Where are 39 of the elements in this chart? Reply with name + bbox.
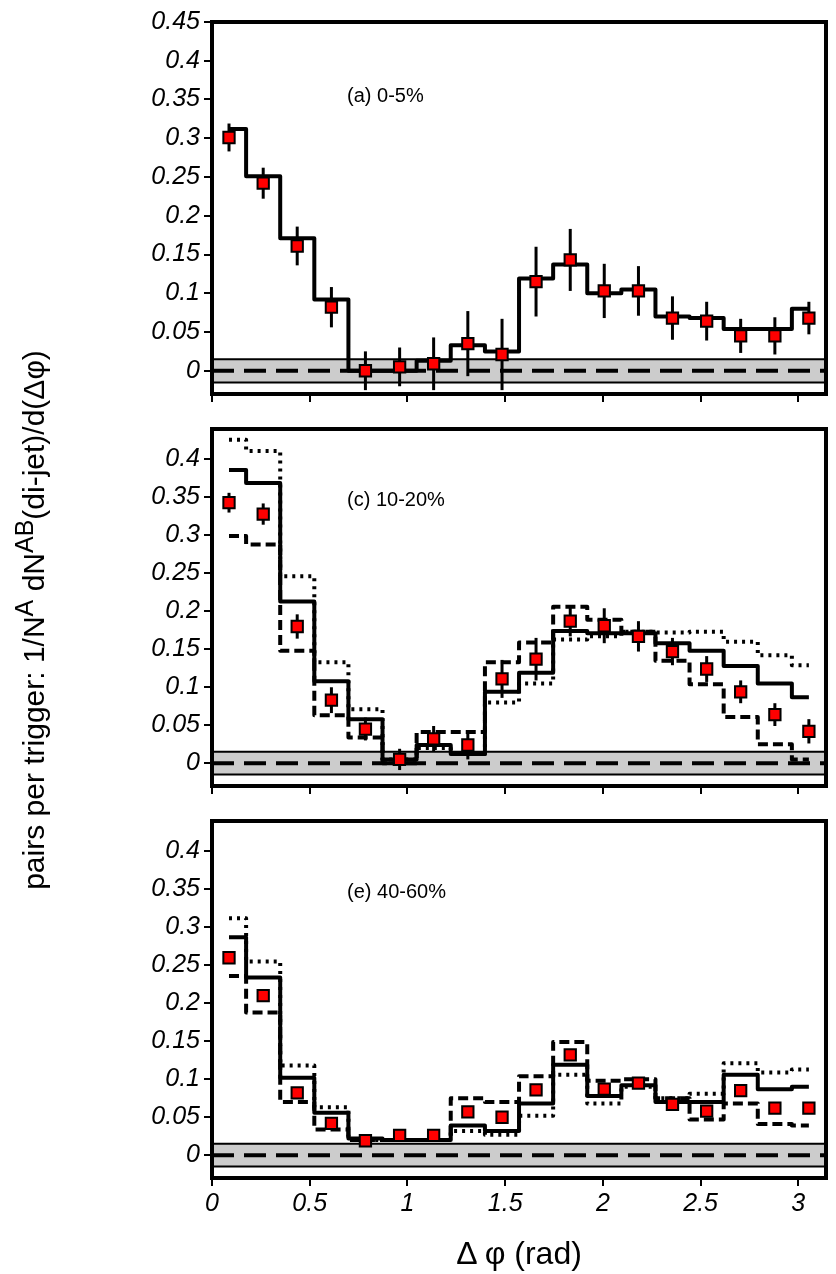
y-tick-label: 0 xyxy=(186,1139,201,1168)
y-tick-label: 0.1 xyxy=(165,277,200,306)
y-tick-label: 0.35 xyxy=(151,83,201,112)
y-tick-label: 0.2 xyxy=(165,595,201,624)
y-tick-label: 0.4 xyxy=(165,443,200,472)
y-tick-label: 0 xyxy=(186,747,201,776)
x-tick-label: 2.5 xyxy=(682,1187,719,1216)
y-tick-label: 0.45 xyxy=(151,5,201,34)
x-tick-label: 3 xyxy=(791,1187,806,1216)
y-tick-label: 0.2 xyxy=(165,199,201,228)
y-tick-label: 0.35 xyxy=(151,481,201,510)
y-tick-label: 0.3 xyxy=(165,519,201,548)
text: (c) 10-20% xyxy=(347,487,446,510)
y-tick-label: 0.1 xyxy=(165,671,200,700)
y-tick-label: 0.3 xyxy=(165,122,201,151)
y-tick-label: 0.25 xyxy=(151,557,201,586)
y-tick-label: 0.25 xyxy=(151,160,201,189)
x-tick-label: 1.5 xyxy=(487,1187,523,1216)
y-tick-label: 0.05 xyxy=(151,709,201,738)
y-tick-label: 0.15 xyxy=(151,633,201,662)
text: (a) 0-5% xyxy=(347,83,424,106)
y-tick-label: 0.3 xyxy=(165,911,201,940)
y-tick-label: 0.15 xyxy=(151,238,201,267)
x-axis-title: Δ φ (rad) xyxy=(456,1234,582,1271)
x-tick-label: 1 xyxy=(400,1187,415,1216)
y-tick-label: 0.2 xyxy=(165,987,201,1016)
y-tick-label: 0.4 xyxy=(165,44,200,73)
x-tick-label: 0.5 xyxy=(292,1187,328,1216)
x-tick-label: 2 xyxy=(594,1187,610,1216)
y-tick-label: 0.05 xyxy=(151,1101,201,1130)
y-tick-label: 0.15 xyxy=(151,1025,201,1054)
y-tick-label: 0.05 xyxy=(151,315,201,344)
y-tick-label: 0.1 xyxy=(165,1063,200,1092)
y-tick-label: 0.25 xyxy=(151,949,201,978)
x-tick-label: 0 xyxy=(205,1187,220,1216)
y-tick-label: 0 xyxy=(186,354,201,383)
y-tick-label: 0.4 xyxy=(165,835,200,864)
y-tick-label: 0.35 xyxy=(151,873,201,902)
text: (e) 40-60% xyxy=(347,879,447,902)
